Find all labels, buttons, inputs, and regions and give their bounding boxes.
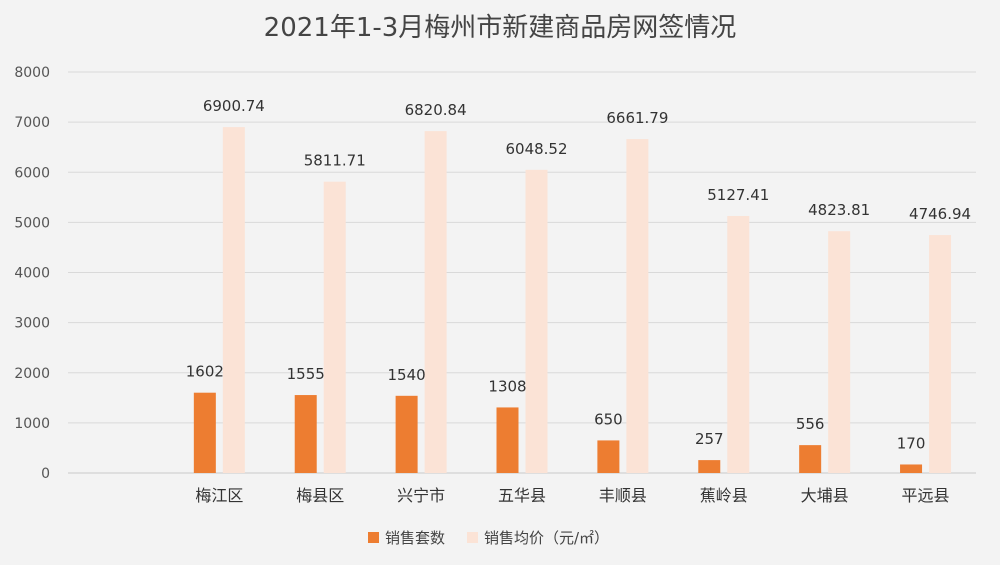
bar-avg-price — [929, 235, 952, 473]
data-label-sales-count: 650 — [594, 410, 623, 428]
category-label: 梅江区 — [195, 486, 243, 505]
bar-sales-count — [294, 395, 317, 473]
legend-entry: 销售套数 — [385, 529, 445, 547]
grid-lines — [68, 71, 976, 474]
y-tick-label: 4000 — [14, 266, 50, 282]
data-label-sales-count: 1602 — [186, 363, 224, 381]
data-label-avg-price: 5811.71 — [304, 152, 366, 170]
data-label-avg-price: 6900.74 — [203, 97, 265, 115]
bar-avg-price — [727, 215, 750, 473]
category-label: 蕉岭县 — [700, 486, 748, 505]
bar-avg-price — [828, 231, 851, 473]
data-label-sales-count: 170 — [897, 434, 926, 452]
legend-swatch — [467, 532, 478, 543]
bar-sales-count — [395, 395, 418, 473]
data-label-sales-count: 1540 — [388, 366, 426, 384]
y-tick-label: 8000 — [14, 65, 50, 81]
data-label-avg-price: 6820.84 — [405, 101, 467, 119]
y-tick-label: 3000 — [14, 316, 50, 332]
y-tick-label: 7000 — [14, 115, 50, 131]
data-label-sales-count: 1555 — [287, 365, 325, 383]
bars — [193, 127, 952, 474]
data-label-sales-count: 1308 — [488, 377, 526, 395]
bar-avg-price — [424, 131, 447, 473]
data-label-avg-price: 5127.41 — [707, 186, 769, 204]
data-label-avg-price: 6661.79 — [606, 109, 668, 127]
bar-sales-count — [698, 460, 721, 473]
bar-avg-price — [222, 127, 245, 474]
y-tick-label: 0 — [41, 466, 50, 482]
data-label-avg-price: 6048.52 — [505, 140, 567, 158]
category-label: 大埔县 — [801, 486, 849, 505]
y-tick-label: 1000 — [14, 416, 50, 432]
data-label-sales-count: 556 — [796, 415, 825, 433]
category-label: 梅县区 — [296, 486, 344, 505]
category-label: 平远县 — [902, 486, 950, 505]
data-labels: 1602 6900.74 1555 5811.71 1540 6820.84 1308 604… — [186, 97, 971, 452]
bar-sales-count — [496, 407, 519, 473]
bar-avg-price — [323, 181, 346, 473]
chart-title: 2021年1-3月梅州市新建商品房网签情况 — [264, 13, 737, 43]
bar-sales-count — [597, 440, 620, 473]
bar-sales-count — [799, 445, 822, 473]
legend-entry: 销售均价（元/㎡） — [484, 529, 609, 547]
y-axis-ticks: 0 1000 2000 3000 4000 5000 6000 7000 8000 — [14, 65, 50, 482]
legend: 销售套数 销售均价（元/㎡） — [368, 529, 609, 547]
bar-avg-price — [626, 139, 649, 474]
x-axis-categories: 梅江区 梅县区 兴宁市 五华县 丰顺县 蕉岭县 大埔县 平远县 — [195, 486, 949, 505]
y-tick-label: 2000 — [14, 366, 50, 382]
category-label: 丰顺县 — [599, 486, 647, 505]
category-label: 五华县 — [498, 486, 546, 505]
bar-sales-count — [900, 464, 923, 473]
bar-sales-count — [193, 392, 216, 473]
data-label-avg-price: 4823.81 — [808, 201, 870, 219]
y-tick-label: 6000 — [14, 165, 50, 181]
legend-swatch — [368, 532, 379, 543]
data-label-avg-price: 4746.94 — [909, 205, 971, 223]
y-tick-label: 5000 — [14, 215, 50, 231]
data-label-sales-count: 257 — [695, 430, 724, 448]
category-label: 兴宁市 — [397, 486, 445, 505]
bar-avg-price — [525, 169, 548, 473]
